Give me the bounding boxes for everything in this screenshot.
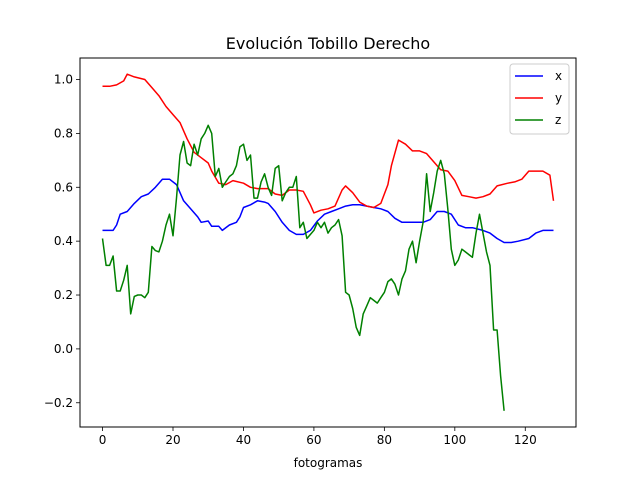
y-tick-label: 0.8	[54, 126, 73, 140]
x-axis-label: fotogramas	[294, 456, 363, 470]
chart-title: Evolución Tobillo Derecho	[226, 34, 430, 53]
plot-frame	[79, 57, 577, 428]
x-tick-label: 120	[514, 433, 537, 447]
x-axis: 0 20 40 60 80 100 120	[99, 427, 537, 447]
y-tick-label: 0.2	[54, 288, 73, 302]
legend-label-y: y	[555, 91, 562, 105]
x-tick-label: 20	[165, 433, 180, 447]
x-tick-label: 0	[99, 433, 107, 447]
y-tick-label: 1.0	[54, 73, 73, 87]
series-layer	[101, 73, 555, 411]
y-tick-label: 0.0	[54, 342, 73, 356]
x-tick-label: 100	[443, 433, 466, 447]
y-tick-label: 0.6	[54, 180, 73, 194]
x-tick-label: 40	[236, 433, 251, 447]
legend-frame	[509, 63, 570, 135]
x-tick-label: 60	[306, 433, 321, 447]
legend-label-x: x	[555, 69, 562, 83]
legend-label-z: z	[555, 113, 561, 127]
y-tick-label: −0.2	[44, 396, 73, 410]
y-tick-label: 0.4	[54, 234, 73, 248]
series-line-y	[102, 73, 555, 214]
series-line-z	[101, 124, 505, 411]
legend: xyz	[509, 63, 570, 135]
x-tick-label: 80	[377, 433, 392, 447]
series-line-x	[102, 178, 554, 244]
y-axis: −0.2 0.0 0.2 0.4 0.6 0.8 1.0	[44, 73, 80, 410]
